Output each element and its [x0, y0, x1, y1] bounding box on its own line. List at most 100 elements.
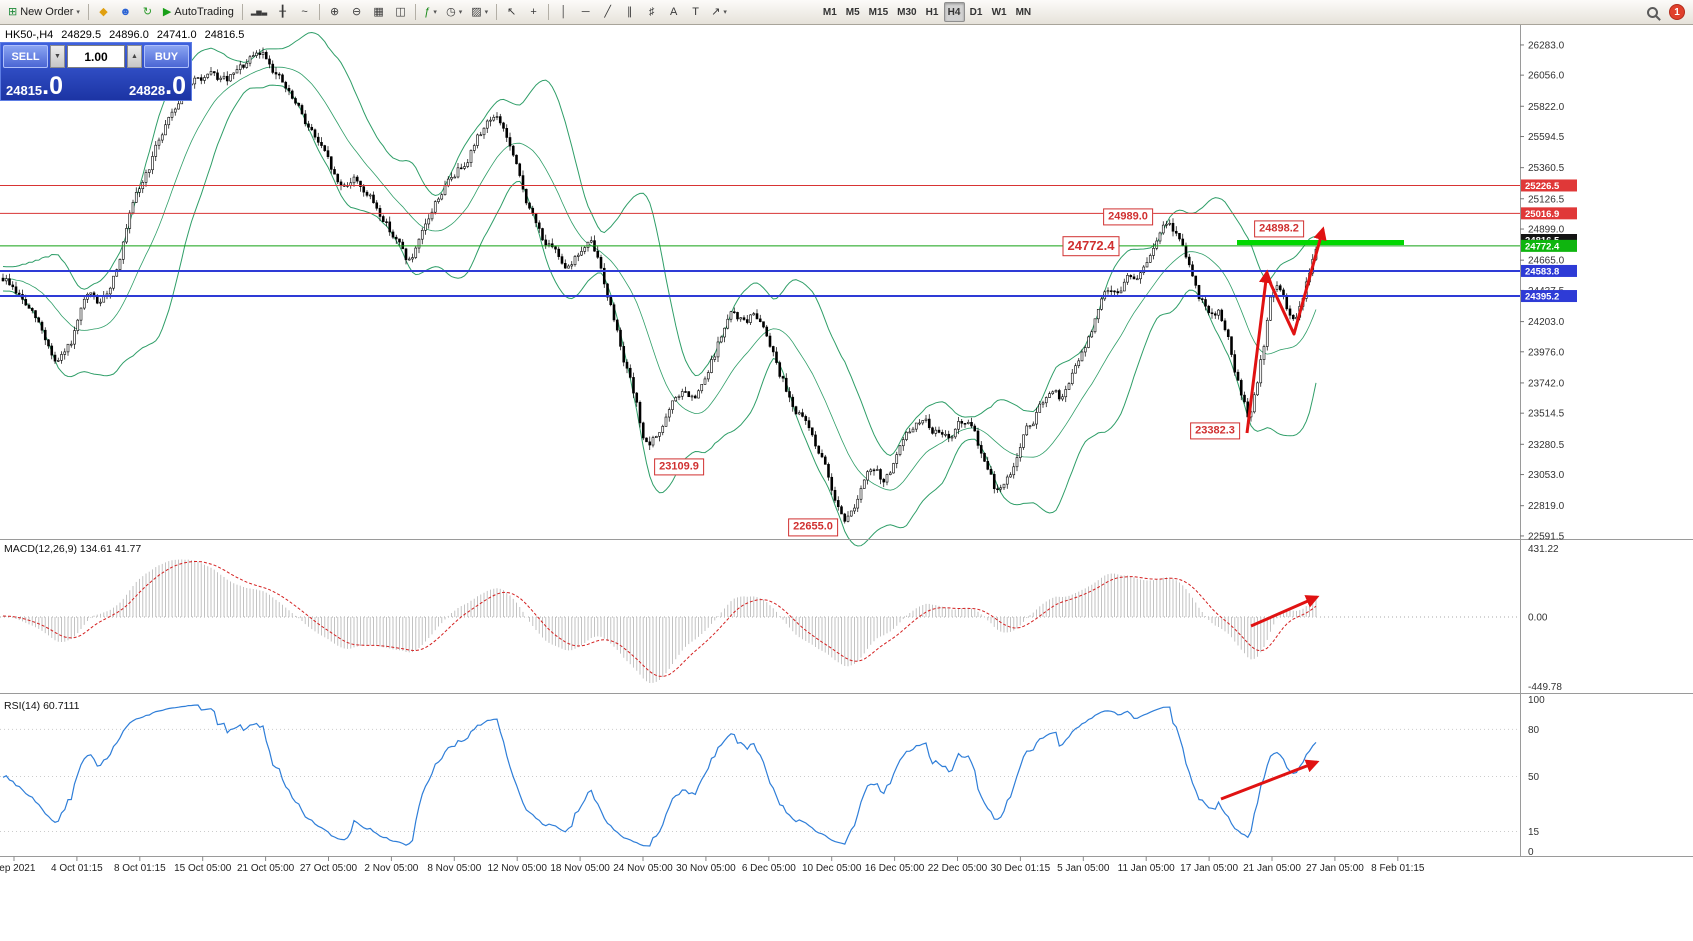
rsi-axis-label: 50 — [1528, 772, 1540, 783]
volume-input[interactable] — [67, 45, 125, 68]
text-label-icon: T — [692, 5, 699, 18]
date-axis-label: 27 Oct 05:00 — [300, 863, 358, 874]
buy-price-main: 24828 — [128, 83, 166, 98]
price-axis-label: 25360.5 — [1528, 163, 1565, 174]
market-watch-button[interactable]: ☻ — [115, 2, 136, 22]
bar-chart-icon: ▂▅▃ — [250, 8, 268, 16]
price-axis-label: 24665.0 — [1528, 256, 1565, 267]
tile-windows-icon: ▦ — [373, 5, 384, 18]
price-axis-label: 22591.5 — [1528, 531, 1565, 542]
zoom-in-button[interactable]: ⊕ — [324, 2, 345, 22]
date-axis-label: Sep 2021 — [0, 863, 36, 874]
trend-arrow[interactable] — [1250, 595, 1320, 628]
bollinger-middle-band — [2, 66, 1317, 491]
trend-arrow[interactable] — [1220, 759, 1320, 801]
tf-m1-label: M1 — [822, 6, 837, 18]
new-order-label: New Order — [20, 6, 74, 18]
tf-m5-label: M5 — [845, 6, 860, 18]
strategy-tester-button[interactable]: ↻ — [137, 2, 158, 22]
symbol-ohlc-readout: HK50-,H4 24829.5 24896.0 24741.0 24816.5 — [5, 29, 244, 41]
tf-m15-button[interactable]: M15 — [865, 2, 892, 22]
horizontal-line-icon: ─ — [581, 5, 590, 18]
cursor-button[interactable]: ↖ — [501, 2, 522, 22]
buy-button[interactable]: BUY — [144, 45, 189, 68]
price-tag — [1521, 207, 1577, 220]
tile-windows-button[interactable]: ▦ — [368, 2, 389, 22]
price-axis-label: 26056.0 — [1528, 71, 1565, 82]
tf-d1-button[interactable]: D1 — [966, 2, 987, 22]
metaeditor-button[interactable]: ◆ — [93, 2, 114, 22]
equidistant-channel-button[interactable]: ∥ — [619, 2, 640, 22]
bar-chart-button[interactable]: ▂▅▃ — [247, 2, 271, 22]
vertical-line-button[interactable]: │ — [553, 2, 574, 22]
templates-icon: ▨ — [471, 5, 482, 18]
zoom-out-icon: ⊖ — [351, 5, 362, 18]
zoom-out-button[interactable]: ⊖ — [346, 2, 367, 22]
fibonacci-icon: ♯ — [648, 5, 655, 18]
cursor-icon: ↖ — [507, 5, 517, 18]
tf-w1-button[interactable]: W1 — [988, 2, 1011, 22]
chevron-down-icon: ▾ — [484, 9, 489, 16]
toolbar-separator — [415, 4, 417, 20]
arrow-objects-button[interactable]: ↗ ▾ — [707, 2, 731, 22]
date-axis-label: 12 Nov 05:00 — [487, 863, 547, 874]
date-axis-label: 10 Dec 05:00 — [802, 863, 862, 874]
cascade-windows-button[interactable]: ◫ — [390, 2, 411, 22]
candlestick-chart-button[interactable]: ╂ — [272, 2, 293, 22]
bollinger-lower-band — [2, 84, 1317, 547]
volume-increase-button[interactable]: ▲ — [127, 45, 142, 68]
date-axis-label: 11 Jan 05:00 — [1118, 863, 1176, 874]
price-axis: 26283.0 26056.0 25822.0 25594.5 25360.5 25126… — [1520, 40, 1577, 542]
tf-w1-label: W1 — [991, 6, 1007, 18]
macd-indicator-label: MACD(12,26,9) 134.61 41.77 — [4, 543, 141, 555]
templates-button[interactable]: ▨ ▾ — [467, 2, 492, 22]
price-axis-label: 23742.0 — [1528, 378, 1565, 389]
tf-m1-button[interactable]: M1 — [819, 2, 841, 22]
vertical-line-icon: │ — [560, 5, 568, 18]
date-axis-label: 22 Dec 05:00 — [928, 863, 988, 874]
text-label-button[interactable]: T — [685, 2, 706, 22]
toolbar-separator — [319, 4, 321, 20]
date-axis-label: 30 Dec 01:15 — [991, 863, 1051, 874]
line-chart-button[interactable]: ~ — [294, 2, 315, 22]
new-order-button[interactable]: ⊞ New Order ▾ — [4, 2, 84, 22]
bollinger-bands — [2, 31, 1317, 547]
horizontal-line-button[interactable]: ─ — [575, 2, 596, 22]
new-order-icon: ⊞ — [8, 5, 18, 18]
trendline-button[interactable]: ╱ — [597, 2, 618, 22]
periods-button[interactable]: ◷ ▾ — [442, 2, 466, 22]
crosshair-icon: + — [530, 5, 537, 18]
crosshair-button[interactable]: + — [523, 2, 544, 22]
sell-price: 24815.0 — [6, 74, 63, 99]
buy-price: 24828.0 — [129, 74, 186, 99]
rsi-axis-label: 0 — [1528, 847, 1534, 858]
toolbar-separator — [241, 4, 243, 20]
market-watch-icon: ☻ — [119, 5, 132, 18]
tf-m5-button[interactable]: M5 — [842, 2, 864, 22]
indicators-button[interactable]: ƒ ▾ — [420, 2, 441, 22]
bollinger-upper-band — [2, 31, 1317, 457]
toolbar-separator — [87, 4, 89, 20]
autotrading-button[interactable]: ▶ AutoTrading — [159, 2, 238, 22]
search-icon[interactable] — [1647, 6, 1658, 18]
date-axis-label: 8 Nov 05:00 — [427, 863, 481, 874]
rsi-line — [2, 704, 1317, 847]
trend-arrow[interactable] — [1265, 226, 1327, 336]
price-axis-label: 25822.0 — [1528, 102, 1565, 113]
text-button[interactable]: A — [663, 2, 684, 22]
volume-decrease-button[interactable]: ▼ — [50, 45, 65, 68]
tf-m30-button[interactable]: M30 — [893, 2, 920, 22]
date-axis-label: 8 Oct 01:15 — [114, 863, 166, 874]
tf-h4-button[interactable]: H4 — [943, 2, 965, 22]
fibonacci-button[interactable]: ♯ — [641, 2, 662, 22]
tf-mn-button[interactable]: MN — [1012, 2, 1036, 22]
periods-icon: ◷ — [446, 5, 456, 18]
sell-button[interactable]: SELL — [3, 45, 48, 68]
notification-badge[interactable]: 1 — [1669, 4, 1685, 20]
tf-h1-button[interactable]: H1 — [922, 2, 943, 22]
date-axis-label: 5 Jan 05:00 — [1057, 863, 1110, 874]
high-value: 24896.0 — [109, 29, 149, 41]
trend-arrow[interactable] — [1245, 269, 1273, 434]
